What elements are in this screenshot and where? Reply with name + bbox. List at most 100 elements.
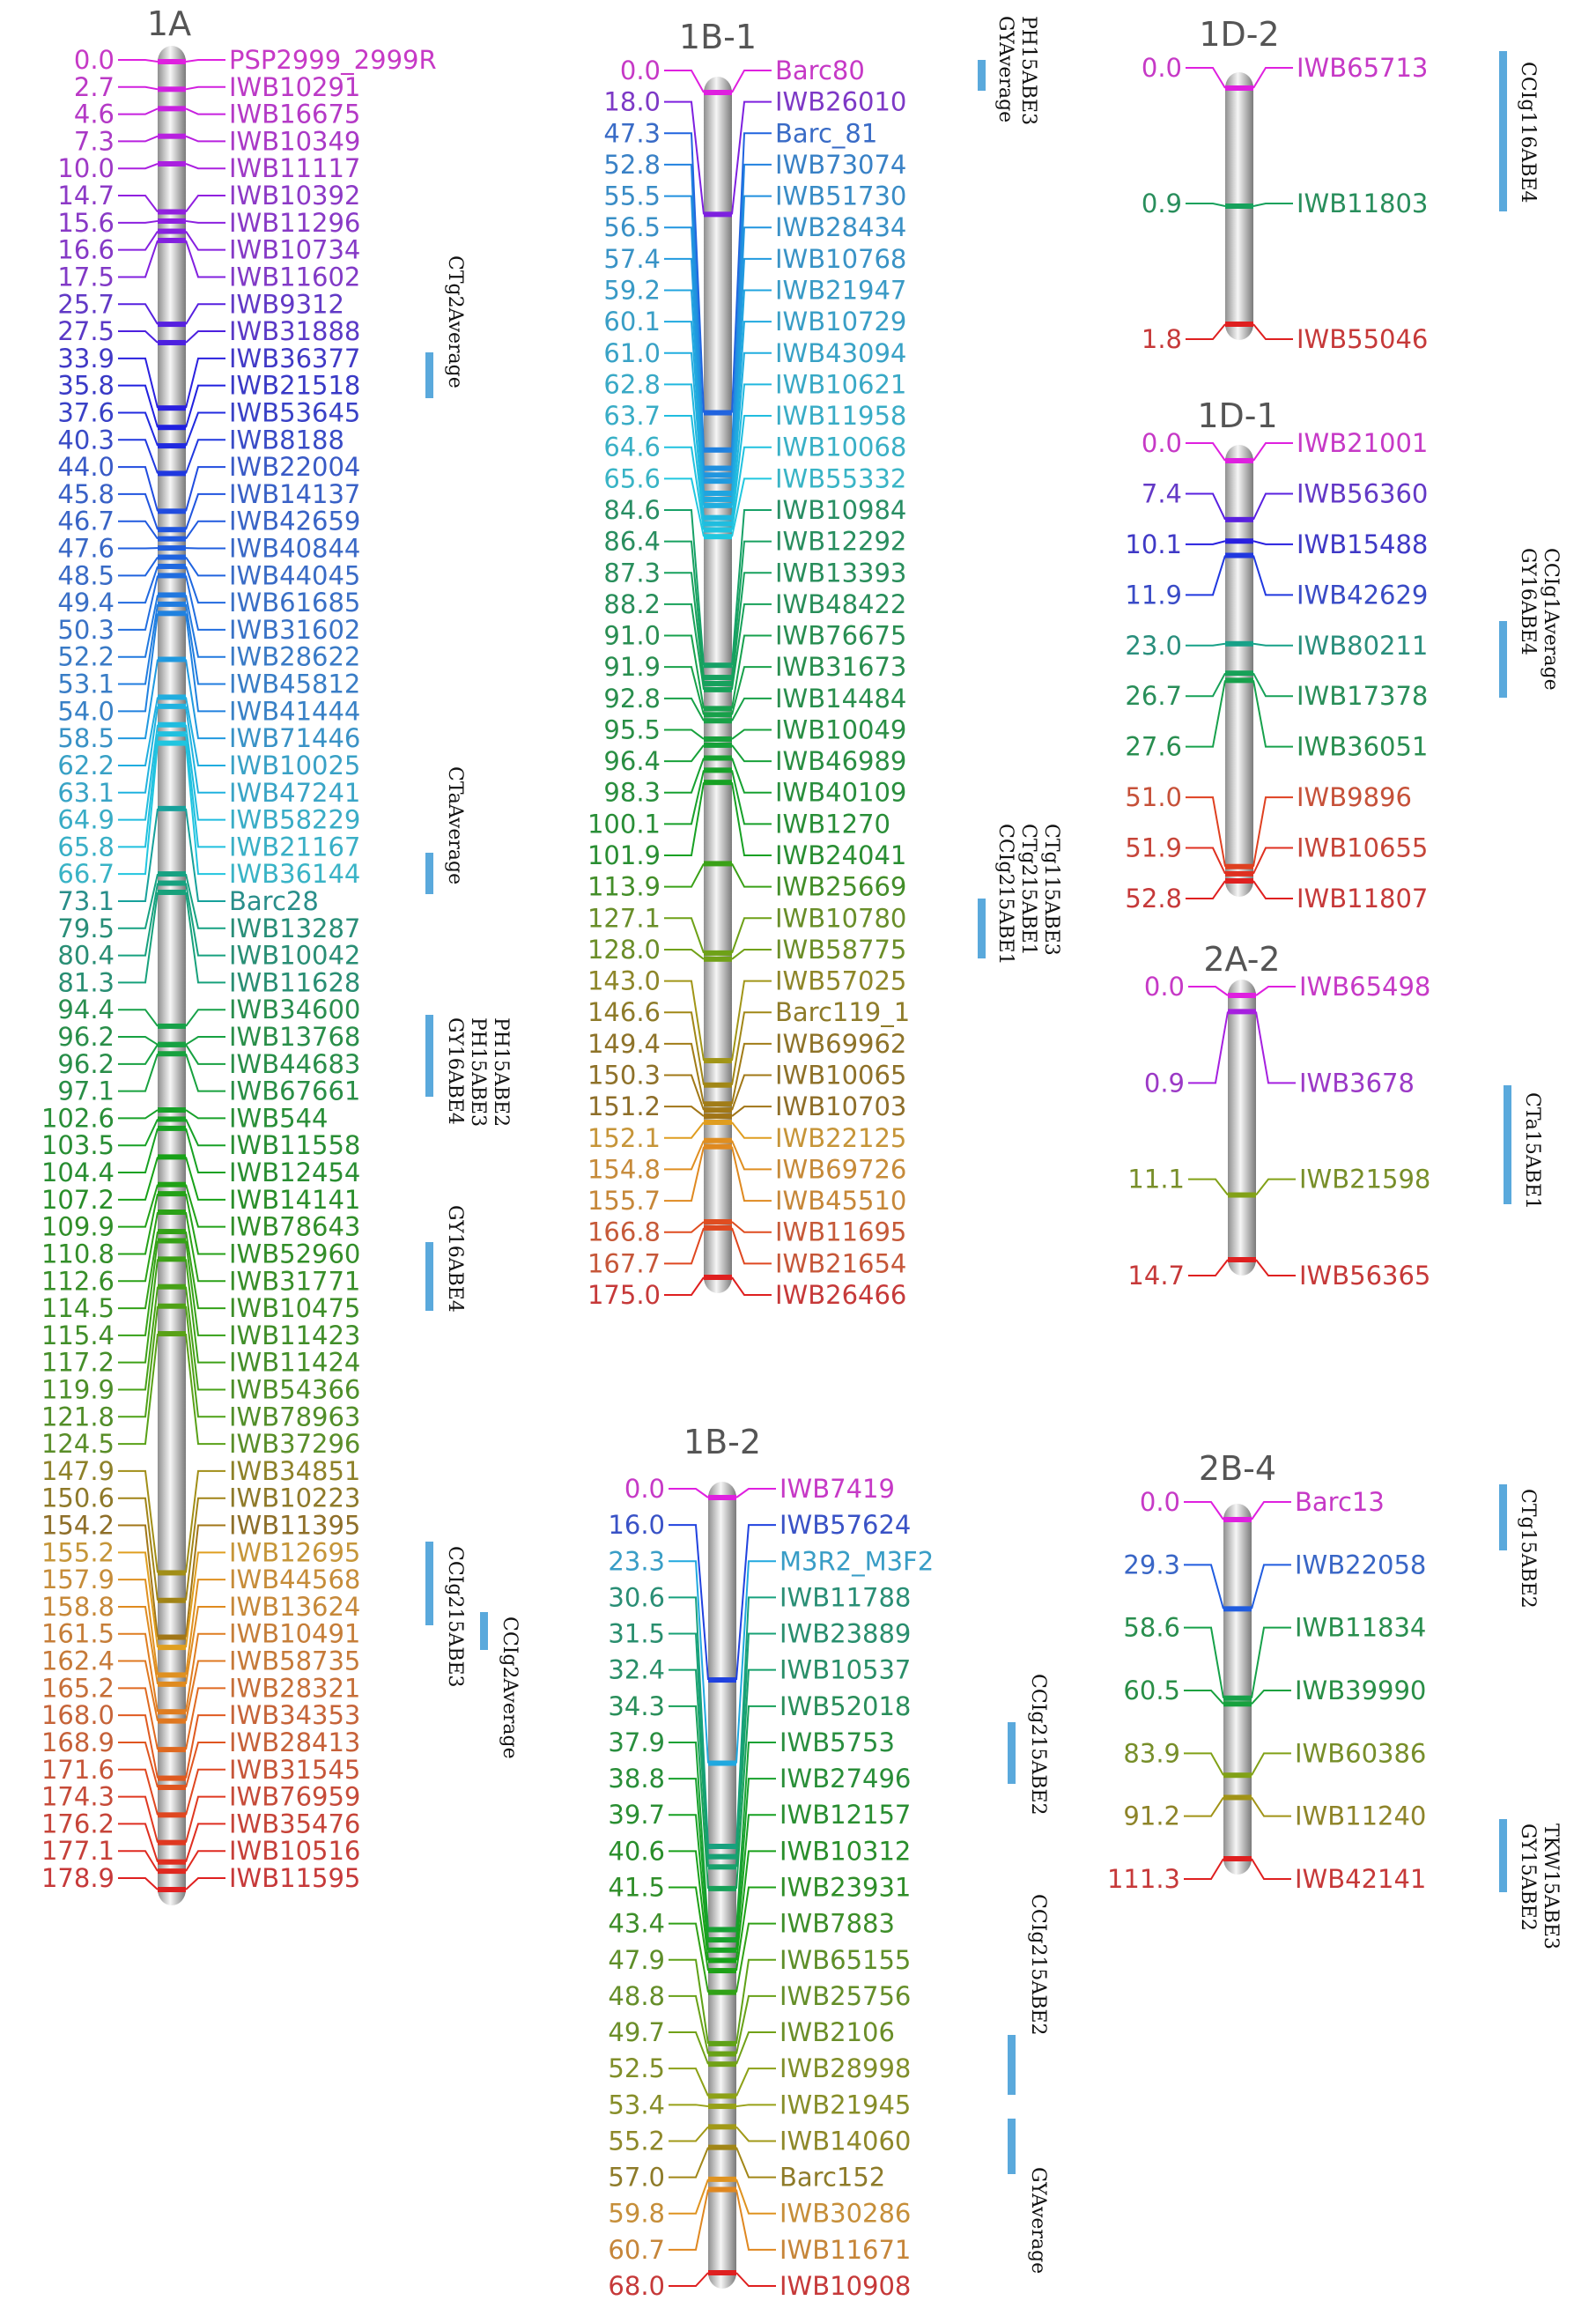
- marker-connector-right: [735, 1524, 776, 1681]
- marker-band: [158, 218, 186, 224]
- marker-connector-left: [118, 520, 159, 540]
- marker-position: 30.6: [608, 1582, 665, 1612]
- marker-band: [704, 742, 732, 748]
- marker-position: 97.1: [57, 1076, 115, 1106]
- marker-connector-right: [731, 70, 772, 93]
- marker-name: IWB44683: [229, 1049, 360, 1079]
- chromosome-1d-2: 1D-2 0.0 IWB65713 0.9 IWB11803 1.8 IWB55046 CCI…: [1142, 15, 1539, 354]
- marker-connector-left: [664, 289, 705, 494]
- marker-band: [158, 508, 186, 514]
- marker-band: [1225, 863, 1253, 869]
- marker-band: [158, 59, 186, 64]
- marker-position: 59.8: [608, 2199, 665, 2229]
- marker-connector-right: [185, 1128, 225, 1174]
- marker-band: [158, 805, 186, 811]
- marker-band: [158, 1331, 186, 1337]
- marker-band: [158, 610, 186, 617]
- marker-connector-left: [1186, 880, 1226, 899]
- qtl-label: CCIg215ABE2: [1027, 1894, 1049, 2036]
- marker-band: [1223, 1695, 1252, 1701]
- marker-connector-right: [185, 613, 225, 713]
- marker-connector-right: [1251, 1564, 1291, 1609]
- marker-name: Barc28: [229, 886, 319, 916]
- marker-band: [704, 1275, 732, 1280]
- marker-name: IWB30286: [780, 2199, 911, 2229]
- marker-band: [708, 2040, 736, 2046]
- marker-connector-left: [669, 2147, 709, 2179]
- marker-connector-left: [1188, 986, 1229, 996]
- marker-connector-left: [664, 351, 705, 506]
- marker-connector-right: [735, 1705, 776, 1889]
- marker-name: IWB10780: [775, 903, 906, 933]
- marker-name: IWB10349: [229, 126, 360, 156]
- marker-position: 147.9: [41, 1456, 115, 1486]
- marker-position: 150.6: [41, 1483, 115, 1513]
- marker-name: IWB58775: [775, 935, 906, 965]
- marker-band: [1225, 670, 1253, 677]
- marker-connector-left: [118, 1579, 159, 1676]
- marker-connector-left: [669, 2189, 709, 2251]
- marker-position: 64.9: [57, 805, 115, 835]
- marker-connector-right: [185, 520, 225, 540]
- marker-connector-right: [731, 1140, 772, 1171]
- marker-connector-left: [1186, 67, 1226, 89]
- marker-connector-left: [664, 1121, 705, 1139]
- marker-connector-right: [185, 1044, 225, 1065]
- marker-connector-left: [118, 1193, 159, 1255]
- marker-connector-right: [185, 1795, 225, 1843]
- marker-connector-right: [735, 1741, 776, 1930]
- marker-connector-left: [118, 1259, 159, 1364]
- marker-connector-left: [664, 1227, 705, 1265]
- marker-band: [158, 470, 186, 477]
- marker-connector-left: [664, 540, 705, 678]
- marker-position: 168.9: [41, 1727, 115, 1757]
- marker-connector-right: [731, 1042, 772, 1105]
- marker-connector-left: [669, 1560, 709, 1764]
- marker-position: 91.2: [1123, 1801, 1180, 1831]
- marker-band: [704, 490, 732, 496]
- marker-connector-right: [731, 980, 772, 1062]
- marker-band: [1228, 1192, 1256, 1198]
- marker-band: [158, 1256, 186, 1262]
- marker-name: IWB21947: [775, 275, 906, 305]
- marker-position: 14.7: [1127, 1261, 1185, 1291]
- marker-position: 96.2: [57, 1049, 115, 1079]
- marker-connector-left: [118, 891, 159, 984]
- marker-band: [708, 1495, 736, 1500]
- marker-connector-right: [1252, 555, 1293, 596]
- marker-band: [1225, 322, 1253, 327]
- marker-position: 14.7: [57, 181, 115, 211]
- marker-connector-right: [1251, 1626, 1291, 1698]
- marker-name: IWB52960: [229, 1239, 360, 1269]
- marker-connector-right: [185, 697, 225, 766]
- marker-position: 157.9: [41, 1565, 115, 1594]
- marker-position: 65.6: [603, 463, 661, 493]
- marker-name: IWB11807: [1297, 884, 1428, 914]
- marker-name: IWB11296: [229, 208, 360, 238]
- marker-connector-right: [185, 1306, 225, 1418]
- marker-connector-right: [731, 508, 772, 666]
- marker-connector-left: [118, 873, 159, 929]
- marker-band: [158, 1681, 186, 1687]
- qtl-interval-bar: [480, 1612, 488, 1650]
- marker-position: 0.0: [1140, 1487, 1180, 1517]
- marker-name: IWB43094: [775, 338, 906, 368]
- marker-connector-left: [1186, 323, 1226, 340]
- marker-connector-left: [1186, 796, 1226, 867]
- marker-band: [704, 496, 732, 502]
- marker-band: [158, 527, 186, 533]
- marker-name: IWB15488: [1297, 529, 1428, 559]
- marker-band: [158, 703, 186, 709]
- marker-connector-left: [664, 321, 705, 499]
- marker-band: [158, 1041, 186, 1047]
- marker-connector-right: [185, 163, 225, 170]
- marker-name: IWB11803: [1297, 189, 1428, 218]
- marker-position: 0.0: [624, 1474, 665, 1504]
- marker-connector-right: [1252, 880, 1293, 899]
- marker-connector-right: [731, 1011, 772, 1085]
- marker-band: [1225, 203, 1253, 209]
- marker-name: IWB9312: [229, 289, 344, 319]
- marker-connector-left: [118, 1551, 159, 1648]
- marker-band: [1225, 458, 1253, 463]
- marker-band: [704, 950, 732, 956]
